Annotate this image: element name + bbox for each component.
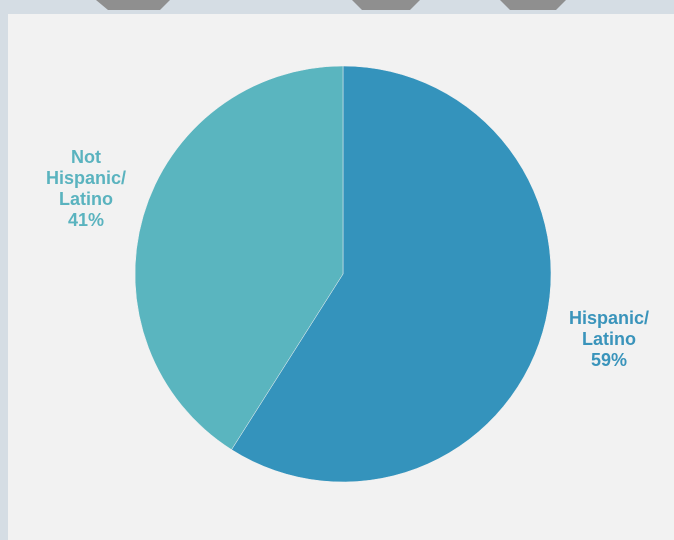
pie-chart	[134, 65, 552, 483]
slice-label-line: Hispanic/	[568, 308, 650, 328]
pie-slice-not-hispanic	[134, 65, 344, 450]
slice-label-line: Latino	[582, 329, 636, 349]
slice-label-line: Hispanic/	[45, 168, 127, 188]
tab-shape	[500, 0, 566, 10]
slice-value-label: 59%	[590, 350, 628, 370]
chart-panel: Not Hispanic/ Latino 41% Hispanic/ Latin…	[8, 14, 674, 540]
slice-label-hispanic: Hispanic/ Latino 59%	[557, 308, 661, 371]
tab-shape	[96, 0, 170, 10]
pie-slice-hispanic	[231, 65, 552, 483]
top-tab-decorations	[96, 0, 566, 10]
slice-label-line: Latino	[59, 189, 113, 209]
tab-shape	[352, 0, 420, 10]
slice-label-not-hispanic: Not Hispanic/ Latino 41%	[38, 147, 134, 231]
slice-label-line: Not	[71, 147, 101, 167]
slice-value-label: 41%	[67, 210, 105, 230]
